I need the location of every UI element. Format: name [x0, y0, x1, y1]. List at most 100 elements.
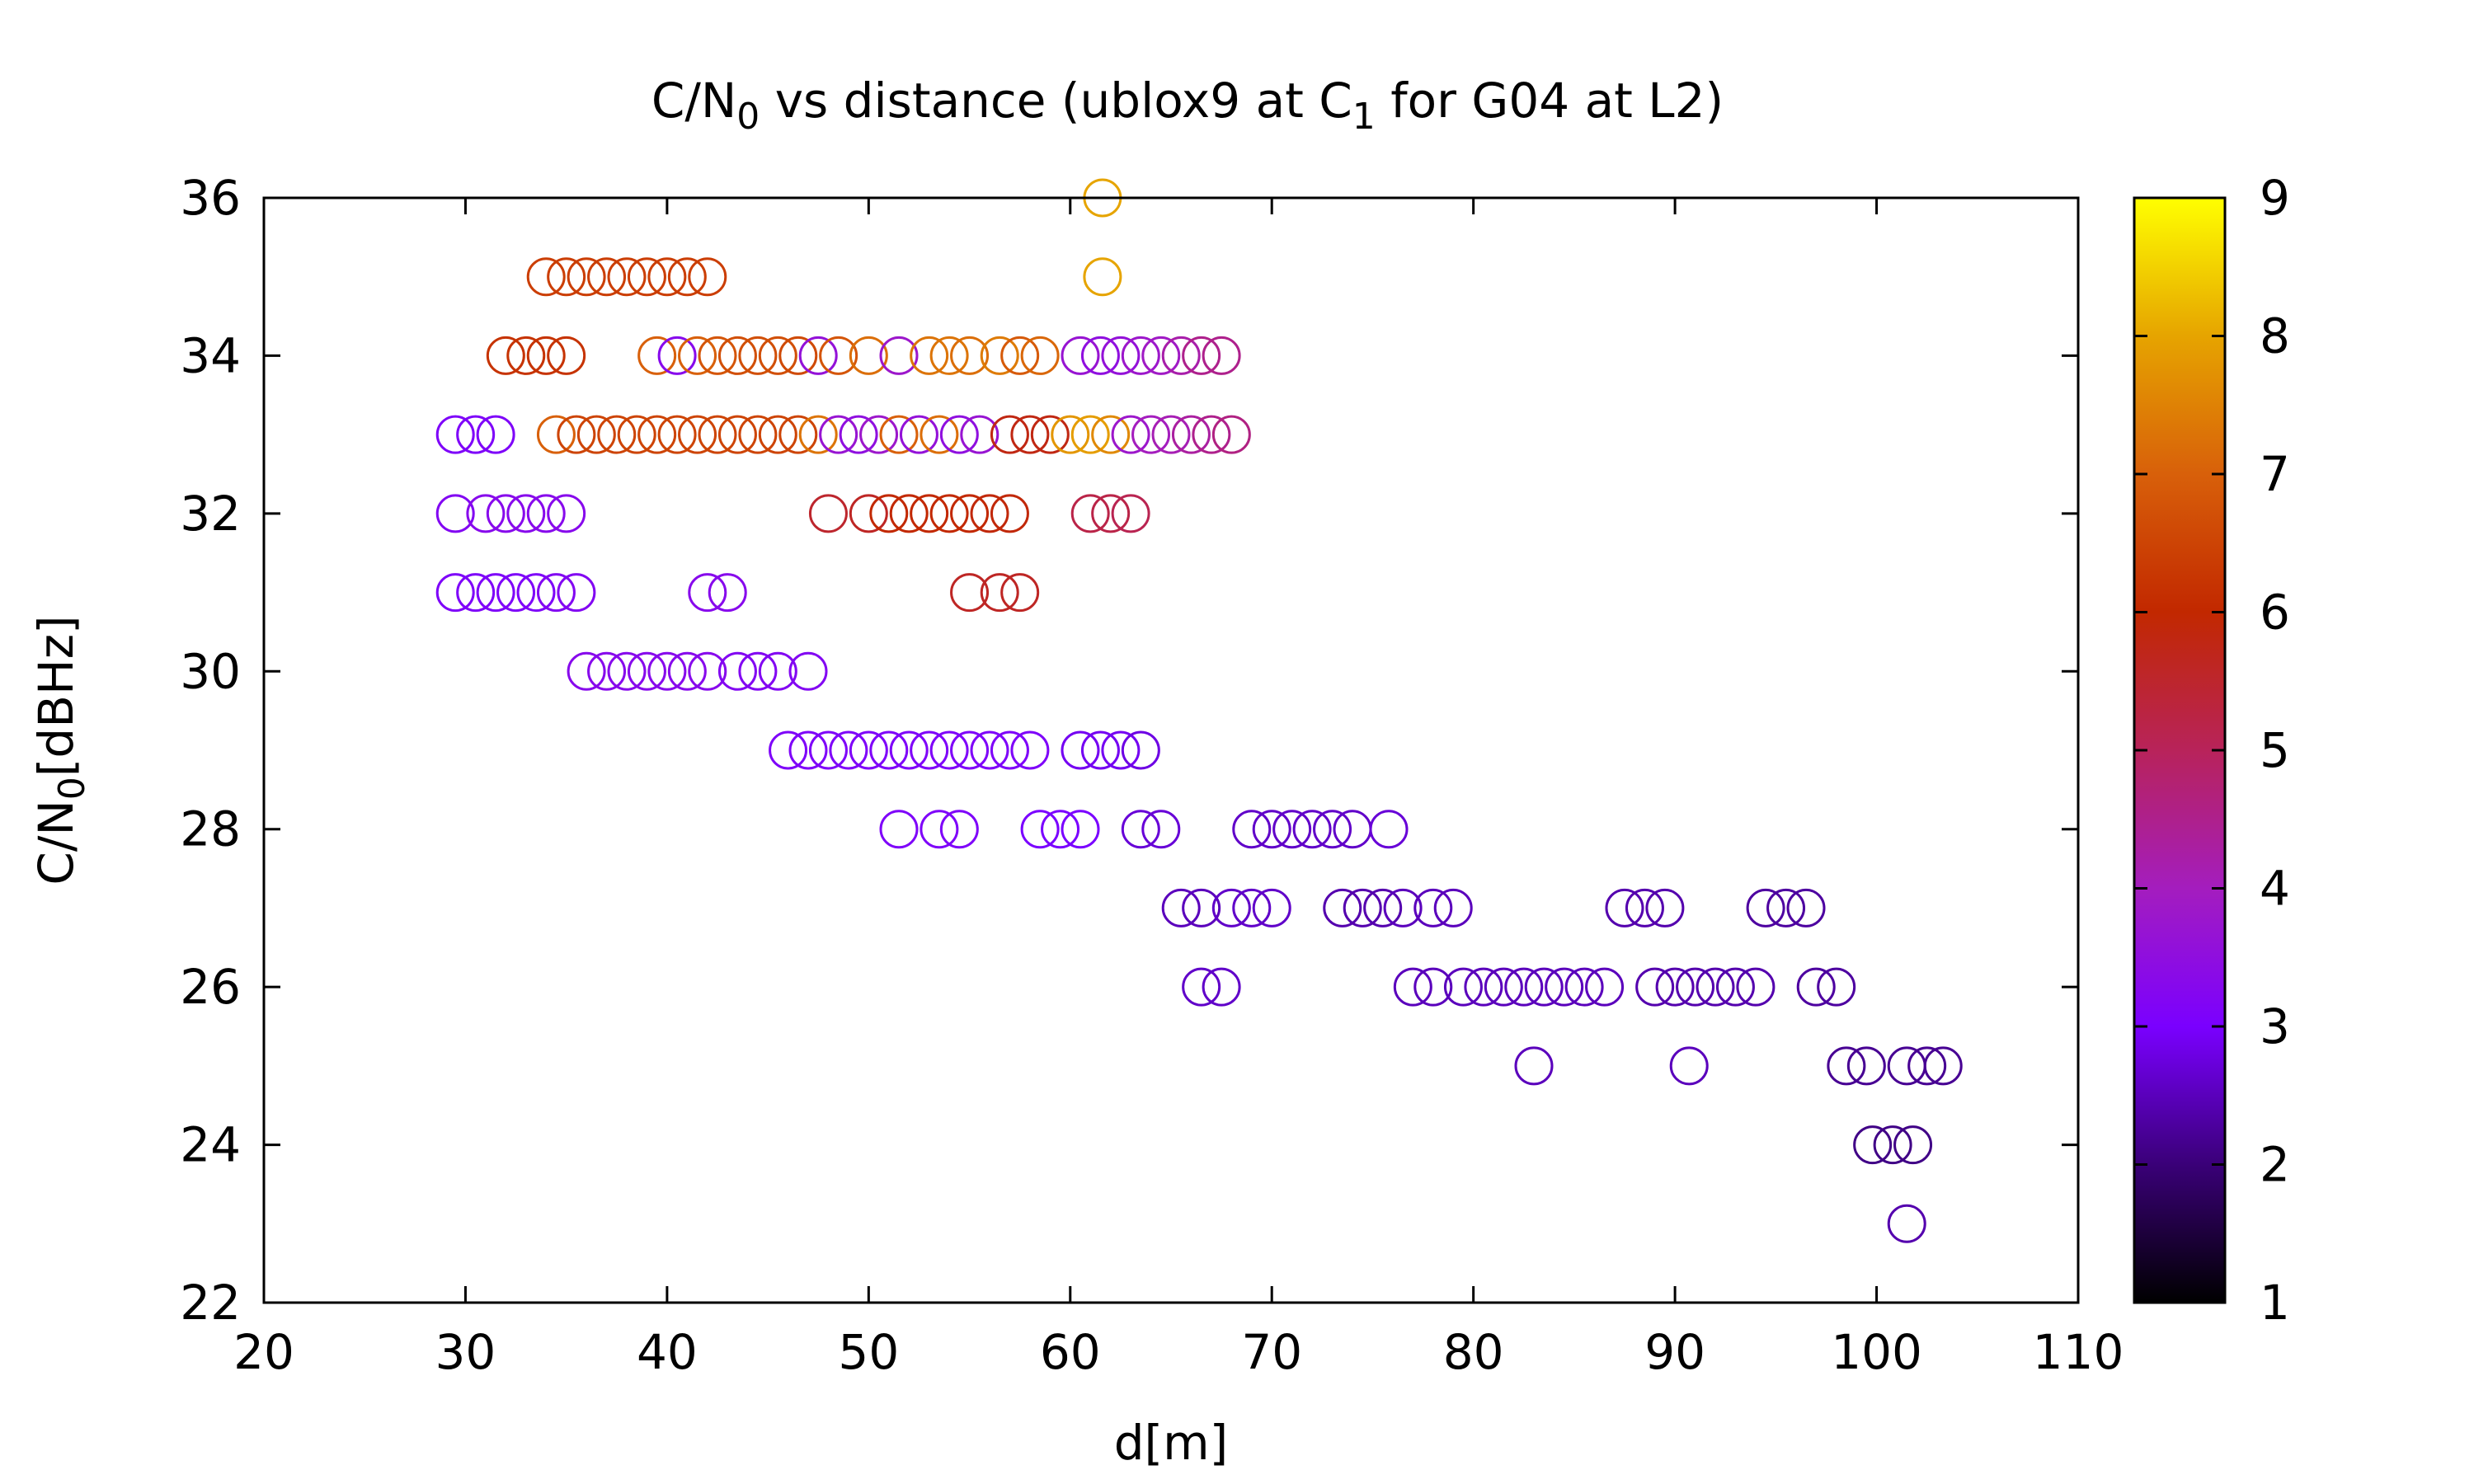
data-point [1272, 810, 1312, 849]
data-point [960, 415, 999, 454]
colorbar-axis: 1 2 3 4 5 6 7 8 9 [2134, 170, 2290, 1331]
data-point [970, 730, 1009, 770]
data-point [1669, 1046, 1709, 1086]
data-point [1413, 888, 1453, 928]
data-point [1121, 810, 1160, 849]
data-point [607, 257, 647, 297]
data-point [1363, 888, 1403, 928]
chart-title: C/N0 vs distance (ublox9 at C1 for G04 a… [651, 73, 1724, 138]
data-point [1211, 415, 1251, 454]
data-point [536, 573, 576, 613]
data-point [1111, 494, 1150, 533]
data-point [1696, 967, 1735, 1007]
data-point [929, 494, 969, 533]
data-point [1645, 888, 1685, 928]
data-point [950, 573, 990, 613]
data-point [1151, 415, 1191, 454]
data-point [486, 494, 525, 533]
data-point [698, 415, 737, 454]
data-point [717, 415, 757, 454]
data-point [1853, 1125, 1893, 1165]
data-point [990, 730, 1029, 770]
data-point [547, 494, 586, 533]
x-axis-label: d[m] [1114, 1415, 1229, 1471]
data-point [1464, 967, 1503, 1007]
data-point [1625, 888, 1664, 928]
data-point [1010, 730, 1050, 770]
data-point [920, 415, 959, 454]
data-point [516, 573, 556, 613]
data-point [1202, 336, 1241, 375]
data-point [526, 336, 566, 375]
data-point [717, 336, 757, 375]
data-point [849, 336, 888, 375]
data-point [1070, 415, 1110, 454]
data-point [950, 494, 990, 533]
data-point [1211, 888, 1251, 928]
data-point [1873, 1125, 1912, 1165]
x-tick-label: 70 [1241, 1324, 1302, 1380]
data-point [1252, 888, 1291, 928]
data-point [1232, 888, 1272, 928]
data-point [1433, 888, 1473, 928]
data-point [627, 257, 666, 297]
data-point [1369, 810, 1409, 849]
data-point [496, 573, 536, 613]
data-point [647, 257, 687, 297]
data-point [526, 257, 566, 297]
data-point [506, 494, 546, 533]
x-tick-label: 50 [838, 1324, 899, 1380]
data-point [758, 336, 797, 375]
data-point [1080, 336, 1120, 375]
data-point [869, 730, 909, 770]
data-point [778, 336, 818, 375]
data-point [1923, 1046, 1963, 1086]
data-point [869, 494, 909, 533]
colorbar-tick-label: 8 [2260, 308, 2290, 364]
data-point [456, 573, 496, 613]
data-point [738, 336, 778, 375]
data-point [1061, 730, 1100, 770]
data-point [1121, 730, 1160, 770]
data-point [476, 573, 515, 613]
plot-frame [262, 196, 2080, 1304]
y-tick-label: 24 [180, 1117, 241, 1173]
data-point [1182, 967, 1221, 1007]
data-point [798, 415, 838, 454]
data-point [1846, 1046, 1886, 1086]
data-point [1182, 336, 1221, 375]
y-axis-label: C/N0[dBHz] [28, 615, 93, 885]
data-point [567, 651, 606, 691]
y-tick-label: 36 [180, 170, 241, 226]
data-point [1413, 967, 1453, 1007]
data-point [1766, 888, 1806, 928]
y-tick-label: 30 [180, 643, 241, 699]
data-point [1383, 888, 1423, 928]
data-point [526, 494, 566, 533]
data-point [1161, 336, 1201, 375]
y-tick-label: 34 [180, 327, 241, 383]
x-tick-label: 110 [2033, 1324, 2124, 1380]
data-point [849, 730, 888, 770]
data-point [1121, 336, 1160, 375]
data-point [1111, 415, 1150, 454]
data-point [839, 415, 878, 454]
x-tick-label: 20 [233, 1324, 294, 1380]
x-tick-label: 100 [1831, 1324, 1922, 1380]
colorbar-tick-label: 5 [2260, 722, 2290, 778]
data-point [980, 573, 1019, 613]
x-axis: 20 30 40 50 60 70 80 90 100 110 [233, 198, 2124, 1380]
colorbar-tick-label: 7 [2260, 446, 2290, 502]
colorbar-tick-label: 6 [2260, 585, 2290, 641]
data-point [1080, 730, 1120, 770]
data-point [637, 415, 677, 454]
data-point [698, 336, 737, 375]
data-point [637, 336, 677, 375]
y-tick-label: 28 [180, 801, 241, 857]
data-point [1893, 1125, 1933, 1165]
data-point [1020, 810, 1060, 849]
data-point [717, 651, 757, 691]
data-point [1827, 1046, 1866, 1086]
data-point [778, 415, 818, 454]
data-point [1796, 967, 1836, 1007]
